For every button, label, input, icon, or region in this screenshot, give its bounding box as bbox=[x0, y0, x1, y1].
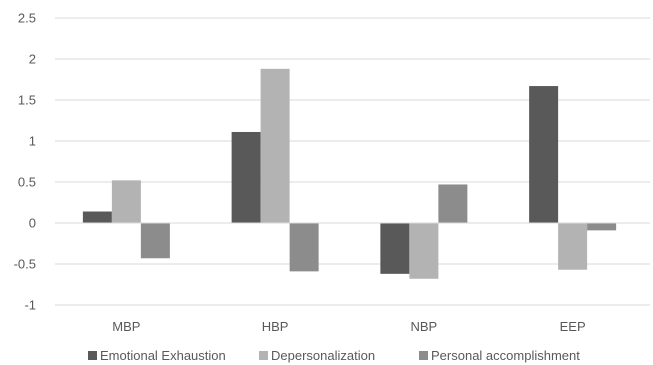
legend-swatch bbox=[259, 351, 268, 360]
bar-depersonalization-nbp bbox=[409, 223, 439, 279]
legend-label: Personal accomplishment bbox=[431, 348, 580, 363]
y-tick-label: 2 bbox=[29, 52, 36, 67]
y-tick-label: 2.5 bbox=[18, 11, 36, 26]
bar-emotional-exhaustion-nbp bbox=[380, 223, 410, 274]
bars bbox=[82, 68, 617, 279]
legend-label: Emotional Exhaustion bbox=[100, 348, 226, 363]
x-category-label: HBP bbox=[262, 319, 289, 334]
bar-depersonalization-eep bbox=[558, 223, 588, 270]
y-tick-label: -0.5 bbox=[14, 257, 36, 272]
x-category-label: NBP bbox=[411, 319, 438, 334]
legend-label: Depersonalization bbox=[271, 348, 375, 363]
y-tick-label: 1 bbox=[29, 134, 36, 149]
bar-personal-accomplishment-nbp bbox=[438, 184, 468, 223]
bar-personal-accomplishment-eep bbox=[587, 223, 617, 231]
y-tick-label: 0 bbox=[29, 216, 36, 231]
legend: Emotional Exhaustion Depersonalization Per… bbox=[88, 348, 580, 363]
legend-swatch bbox=[88, 351, 97, 360]
y-tick-label: -1 bbox=[24, 298, 36, 313]
axes: 2.5 2 1.5 1 0.5 0 -0.5 -1 MBP HBP NBP EEP bbox=[14, 11, 650, 334]
bar-emotional-exhaustion-mbp bbox=[82, 211, 112, 223]
bar-personal-accomplishment-mbp bbox=[140, 223, 170, 259]
x-category-label: MBP bbox=[112, 319, 140, 334]
y-tick-label: 0.5 bbox=[18, 175, 36, 190]
legend-swatch bbox=[419, 351, 428, 360]
bar-emotional-exhaustion-eep bbox=[529, 86, 559, 223]
bar-depersonalization-hbp bbox=[260, 68, 290, 223]
bar-emotional-exhaustion-hbp bbox=[231, 131, 261, 223]
gridlines bbox=[55, 17, 650, 306]
x-category-label: EEP bbox=[560, 319, 586, 334]
y-tick-label: 1.5 bbox=[18, 93, 36, 108]
bar-personal-accomplishment-hbp bbox=[289, 223, 319, 272]
bar-depersonalization-mbp bbox=[111, 180, 141, 223]
